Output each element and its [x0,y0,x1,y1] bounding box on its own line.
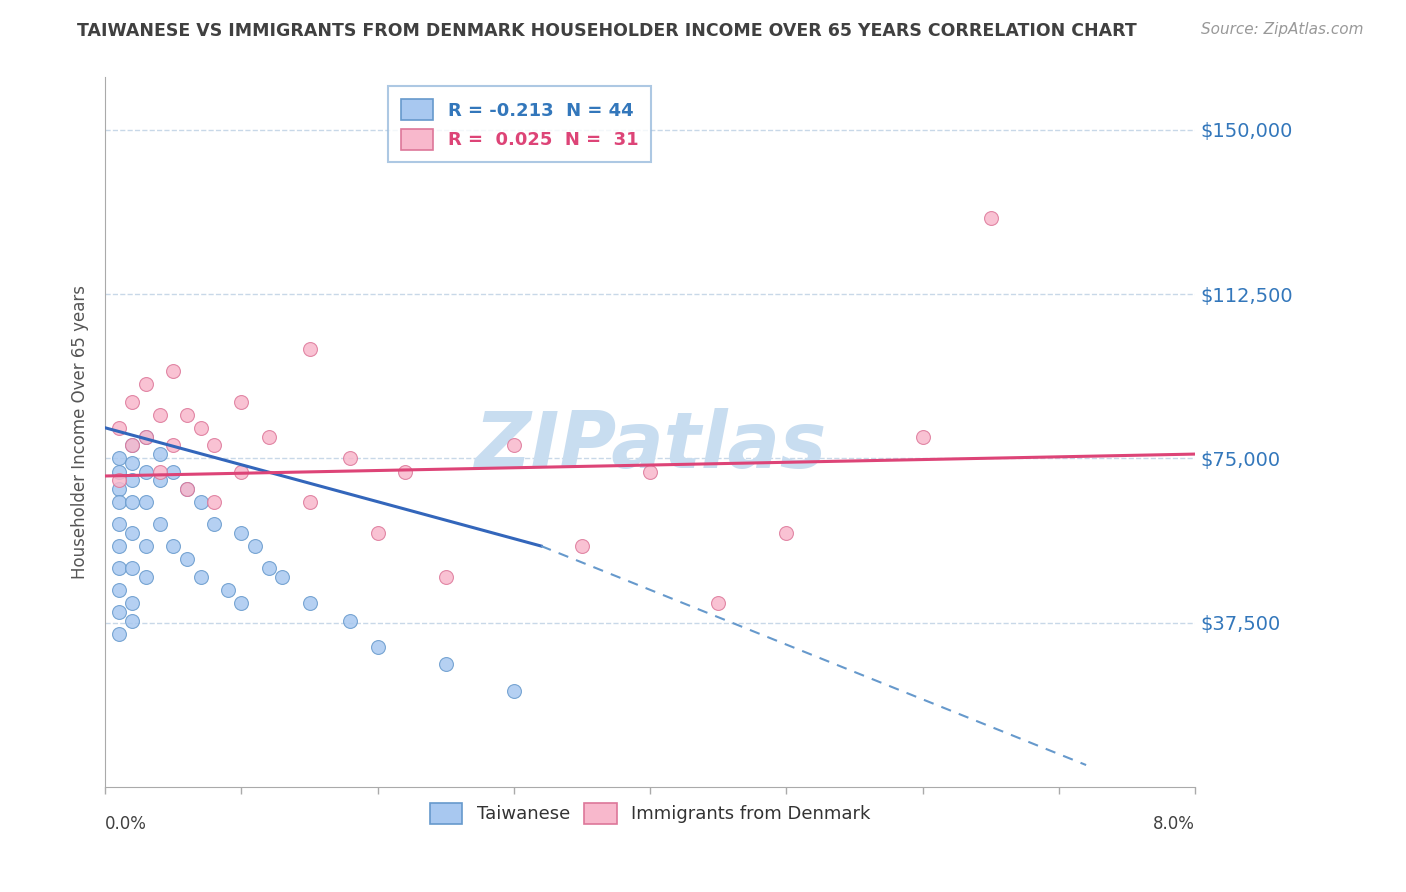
Point [135,377,157,392]
Point [394,465,416,479]
Point [108,561,131,575]
Point [298,596,321,610]
Point [298,342,321,356]
Point [231,596,253,610]
Point [162,438,184,452]
Y-axis label: Householder Income Over 65 years: Householder Income Over 65 years [72,285,89,579]
Point [911,429,934,443]
Text: ZIPatlas: ZIPatlas [474,409,827,484]
Point [257,561,280,575]
Point [367,525,389,540]
Point [108,539,131,553]
Point [121,474,143,488]
Point [121,596,143,610]
Point [121,438,143,452]
Point [108,421,131,435]
Point [503,438,526,452]
Text: 8.0%: 8.0% [1153,815,1195,833]
Point [367,640,389,654]
Point [135,539,157,553]
Point [176,552,198,566]
Point [775,525,797,540]
Text: Source: ZipAtlas.com: Source: ZipAtlas.com [1201,22,1364,37]
Point [190,570,212,584]
Point [176,408,198,422]
Point [231,465,253,479]
Point [108,465,131,479]
Point [149,447,172,461]
Point [121,456,143,470]
Point [121,561,143,575]
Point [202,495,225,509]
Point [108,582,131,597]
Point [298,495,321,509]
Point [231,525,253,540]
Point [135,495,157,509]
Point [108,605,131,619]
Point [638,465,661,479]
Point [135,570,157,584]
Point [162,539,184,553]
Point [121,438,143,452]
Text: TAIWANESE VS IMMIGRANTS FROM DENMARK HOUSEHOLDER INCOME OVER 65 YEARS CORRELATIO: TAIWANESE VS IMMIGRANTS FROM DENMARK HOU… [77,22,1137,40]
Point [339,614,361,628]
Legend: Taiwanese, Immigrants from Denmark: Taiwanese, Immigrants from Denmark [422,796,877,831]
Point [503,683,526,698]
Point [980,211,1002,225]
Point [339,451,361,466]
Point [202,517,225,532]
Point [434,570,457,584]
Text: 0.0%: 0.0% [105,815,148,833]
Point [108,495,131,509]
Point [217,582,239,597]
Point [176,482,198,496]
Point [135,465,157,479]
Point [149,517,172,532]
Point [121,614,143,628]
Point [108,451,131,466]
Point [121,495,143,509]
Point [149,408,172,422]
Point [149,474,172,488]
Point [162,364,184,378]
Point [135,429,157,443]
Point [257,429,280,443]
Point [243,539,266,553]
Point [121,394,143,409]
Point [707,596,730,610]
Point [434,657,457,672]
Point [162,465,184,479]
Point [108,517,131,532]
Point [149,465,172,479]
Point [271,570,294,584]
Point [190,495,212,509]
Point [571,539,593,553]
Point [121,525,143,540]
Point [135,429,157,443]
Point [176,482,198,496]
Point [231,394,253,409]
Point [108,474,131,488]
Point [108,482,131,496]
Point [190,421,212,435]
Point [202,438,225,452]
Point [108,626,131,640]
